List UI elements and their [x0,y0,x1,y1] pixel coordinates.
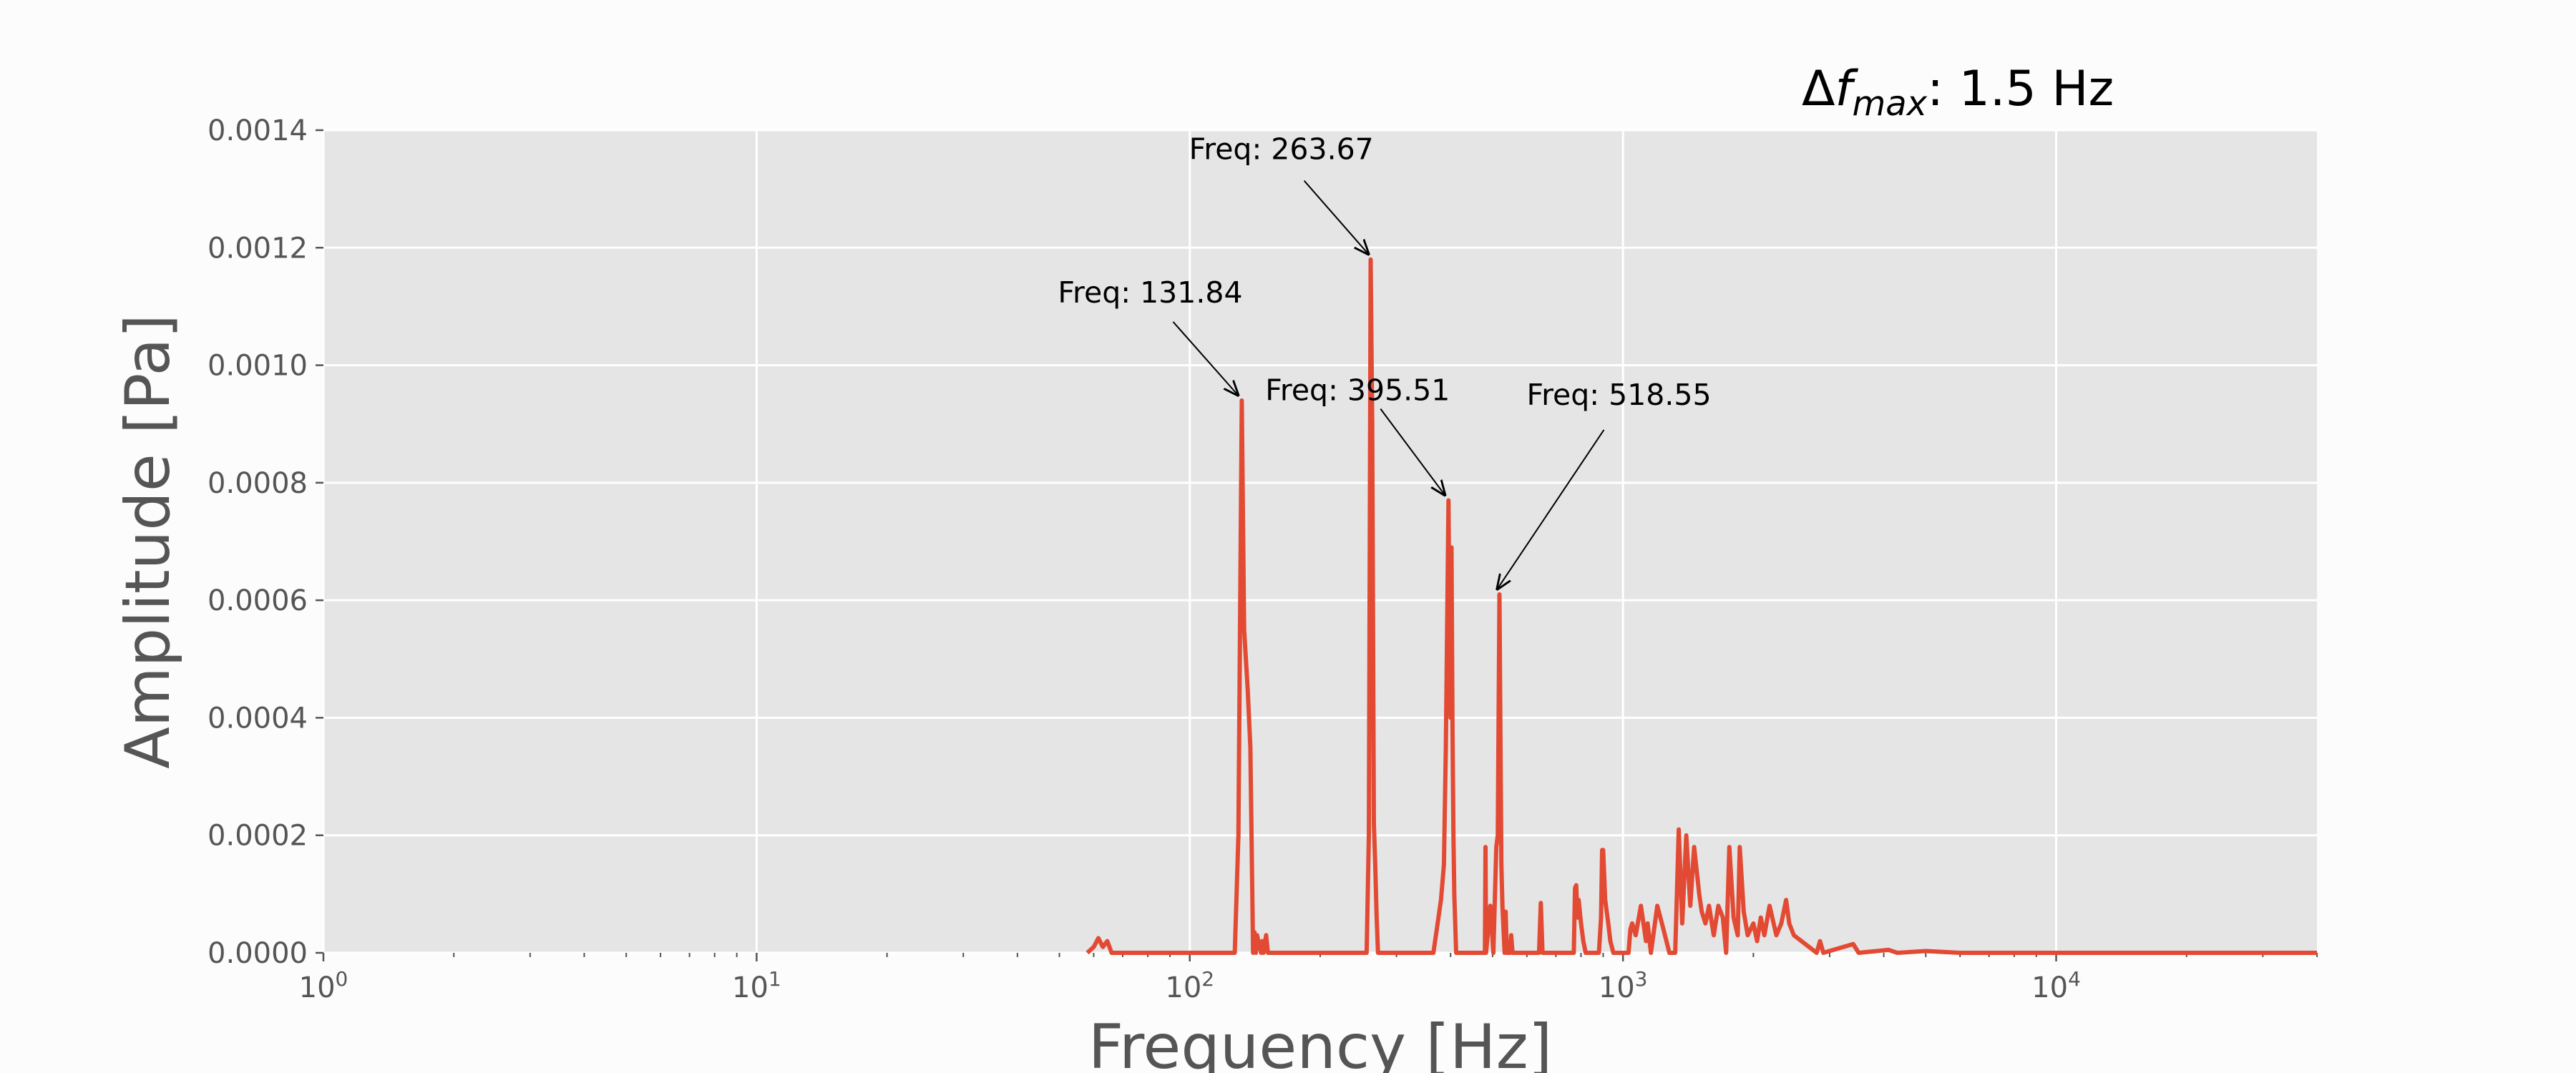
y-tick-label: 0.0014 [208,114,308,147]
y-axis-ticks: 0.0000 0.0002 0.0004 0.0006 0.0008 0.0010 0.00… [208,114,323,970]
x-axis-ticks: 100 101 102 103 104 [299,953,2081,1004]
x-minor-ticks [453,953,2318,957]
grid-lines [322,129,2317,954]
y-tick-label: 0.0006 [208,584,308,617]
annotation-arrow [1380,408,1445,496]
x-tick-label: 104 [2031,967,2081,1004]
chart-title: Δfmax: 1.5 Hz [1802,61,2114,124]
peak-annotation-label: Freq: 395.51 [1265,373,1450,408]
peak-annotation-label: Freq: 131.84 [1058,275,1242,310]
y-tick-label: 0.0008 [208,467,308,500]
y-tick-label: 0.0012 [208,232,308,265]
peak-annotation-label: Freq: 518.55 [1526,378,1711,412]
x-tick-label: 100 [299,967,348,1004]
x-tick-label: 103 [1599,967,1648,1004]
annotation-arrow [1303,180,1370,255]
peak-annotation-label: Freq: 263.67 [1189,132,1374,167]
x-tick-label: 101 [732,967,781,1004]
annotation-arrow [1172,321,1239,396]
annotation-arrow [1496,429,1605,590]
y-tick-label: 0.0004 [208,702,308,735]
y-tick-label: 0.0002 [208,820,308,853]
y-tick-label: 0.0010 [208,350,308,383]
plot-area [323,130,2317,953]
x-axis-label: Frequency [Hz] [1088,1011,1553,1073]
y-axis-label: Amplitude [Pa] [112,314,184,769]
series-line [1085,257,2317,955]
peak-annotations: Freq: 131.84 Freq: 263.67 Freq: 395.51 Freq… [1058,132,1712,590]
y-tick-label: 0.0000 [208,937,308,970]
x-tick-label: 102 [1165,967,1214,1004]
